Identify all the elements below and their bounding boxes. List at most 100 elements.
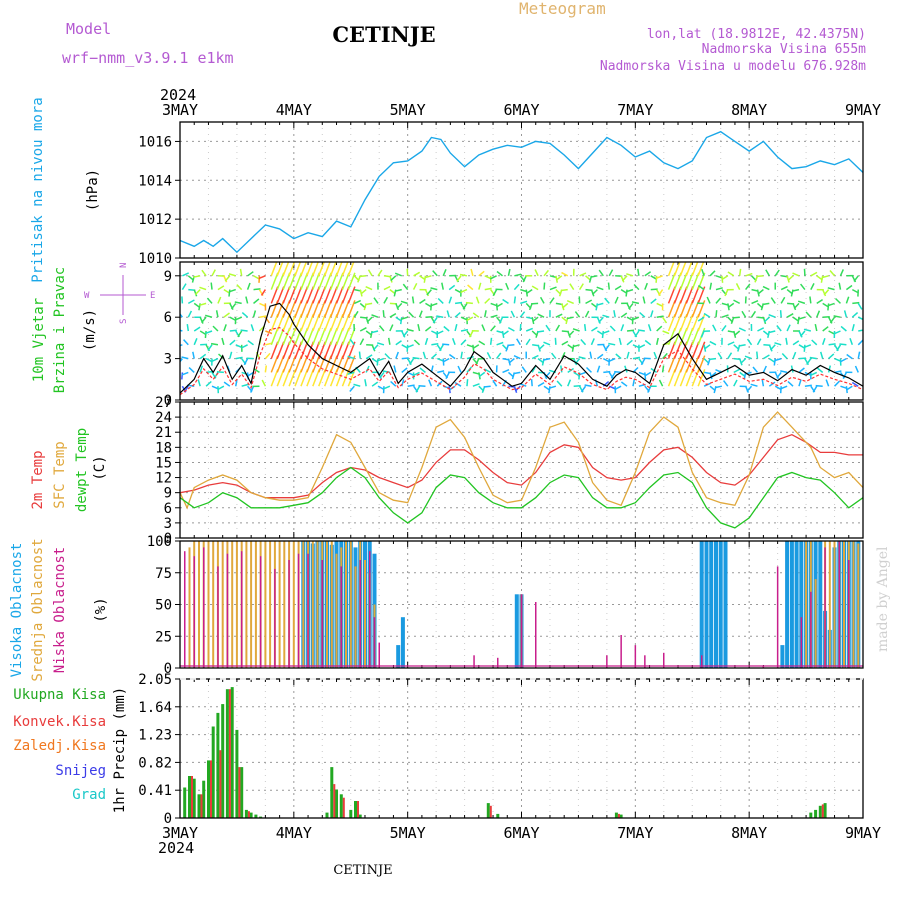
wind-barb bbox=[335, 369, 344, 387]
wind-barb bbox=[604, 344, 610, 351]
wind-barb bbox=[620, 312, 628, 318]
wind-barb bbox=[857, 303, 863, 310]
wind-barb bbox=[615, 353, 622, 360]
precip-bar-conv_precip bbox=[821, 804, 824, 818]
wind-barb bbox=[229, 329, 237, 332]
wind-barb bbox=[484, 368, 492, 374]
wind-barb bbox=[387, 337, 391, 345]
wind-barb bbox=[614, 296, 619, 304]
wind-barb bbox=[505, 282, 510, 290]
wind-barb bbox=[685, 327, 694, 346]
wind-barb bbox=[839, 269, 844, 277]
wind-barb bbox=[604, 297, 610, 304]
wind-barb bbox=[536, 330, 545, 333]
precip-bar-total_precip bbox=[335, 789, 338, 818]
wind-barb bbox=[270, 262, 278, 277]
wind-barb bbox=[567, 330, 571, 338]
cloud-bar-low_cloud bbox=[359, 560, 361, 668]
wind-barb bbox=[579, 272, 587, 277]
cloud-bar-mid_cloud bbox=[235, 541, 238, 668]
wind-barb bbox=[424, 326, 432, 332]
wind-barb bbox=[560, 288, 568, 292]
wind-barb bbox=[792, 351, 797, 359]
cloud-bar-high_cloud bbox=[400, 617, 405, 668]
wind-barb bbox=[851, 324, 855, 332]
temp-ytick-label: 0 bbox=[164, 531, 172, 547]
wind-barb bbox=[360, 289, 367, 295]
wind-barb bbox=[456, 275, 462, 282]
precip-bar-total_precip bbox=[818, 805, 822, 818]
wind-barb bbox=[201, 269, 207, 277]
wind-barb bbox=[578, 283, 584, 290]
cloud-bar-mid_cloud bbox=[231, 541, 234, 668]
wind-barb bbox=[803, 328, 812, 332]
wind-barb bbox=[697, 369, 706, 387]
cloud-bar-mid_cloud bbox=[364, 560, 366, 668]
wind-barb bbox=[763, 316, 770, 323]
wind-barb bbox=[815, 384, 823, 387]
wind-barb bbox=[534, 269, 539, 277]
cloud-bar-mid_cloud bbox=[188, 547, 191, 668]
wind-barbs bbox=[180, 262, 863, 394]
x-tick-label-top: 5MAY bbox=[390, 101, 426, 119]
wind-barb bbox=[442, 269, 447, 277]
wind-barb bbox=[347, 272, 356, 290]
wind-barb bbox=[608, 357, 616, 363]
precip-bar-conv_precip bbox=[247, 811, 250, 818]
precip-bar-total_precip bbox=[240, 767, 244, 818]
wind-barb bbox=[780, 285, 788, 291]
wind-barb bbox=[502, 330, 509, 336]
wind-barb bbox=[270, 272, 279, 290]
wind-barb bbox=[661, 365, 665, 373]
x-tick-label-bottom: 4MAY bbox=[276, 824, 312, 842]
legend-snow: Snijeg bbox=[55, 763, 106, 779]
wind-barb bbox=[620, 275, 625, 283]
wind-barb bbox=[620, 381, 628, 387]
wind-barb bbox=[790, 365, 794, 373]
wind-barb bbox=[746, 338, 753, 346]
wind-barb bbox=[596, 286, 604, 291]
precip-bar-total_precip bbox=[230, 687, 234, 818]
wind-barb bbox=[797, 316, 806, 320]
wind-barb bbox=[583, 324, 587, 332]
x-tick-label-top: 8MAY bbox=[731, 101, 767, 119]
wind-barb bbox=[241, 383, 249, 387]
wind-barb bbox=[531, 302, 539, 305]
wind-barb bbox=[658, 379, 664, 387]
wind-barb bbox=[829, 270, 836, 277]
wind-barb bbox=[647, 385, 652, 393]
wind-barb bbox=[735, 283, 741, 290]
wind-barb bbox=[762, 316, 767, 325]
wind-barb bbox=[425, 315, 433, 318]
wind-barb bbox=[199, 365, 204, 373]
wind-barb bbox=[608, 269, 614, 277]
cloud-bar-low_cloud bbox=[369, 551, 371, 668]
wind-barb bbox=[276, 262, 284, 277]
wind-barb bbox=[607, 282, 610, 290]
wind-barb bbox=[812, 385, 818, 393]
wind-barb bbox=[239, 268, 243, 276]
wind-barb bbox=[522, 275, 527, 283]
wind-barb bbox=[478, 371, 486, 378]
wind-barb bbox=[530, 379, 533, 387]
wind-barb bbox=[555, 313, 563, 318]
wind-barb bbox=[247, 271, 254, 277]
wind-barb bbox=[750, 383, 758, 387]
wind-ytick-label: 3 bbox=[164, 352, 172, 368]
cloud-bar-high_cloud bbox=[704, 541, 709, 668]
wind-barb bbox=[786, 275, 790, 283]
wind-barb bbox=[408, 311, 415, 318]
wind-barb bbox=[555, 324, 561, 332]
wind-barb bbox=[193, 338, 198, 346]
wind-barb bbox=[626, 329, 635, 332]
cloud-bar-mid_cloud bbox=[330, 541, 333, 668]
wind-barb bbox=[312, 300, 320, 318]
wind-barb bbox=[445, 372, 450, 380]
station-title: CETINJE bbox=[332, 22, 435, 47]
wind-barb bbox=[294, 355, 303, 373]
wind-barb bbox=[632, 356, 641, 360]
wind-barb bbox=[644, 339, 652, 346]
wind-barb bbox=[525, 338, 531, 346]
wind-barb bbox=[182, 272, 190, 277]
wind-barb bbox=[685, 369, 694, 387]
